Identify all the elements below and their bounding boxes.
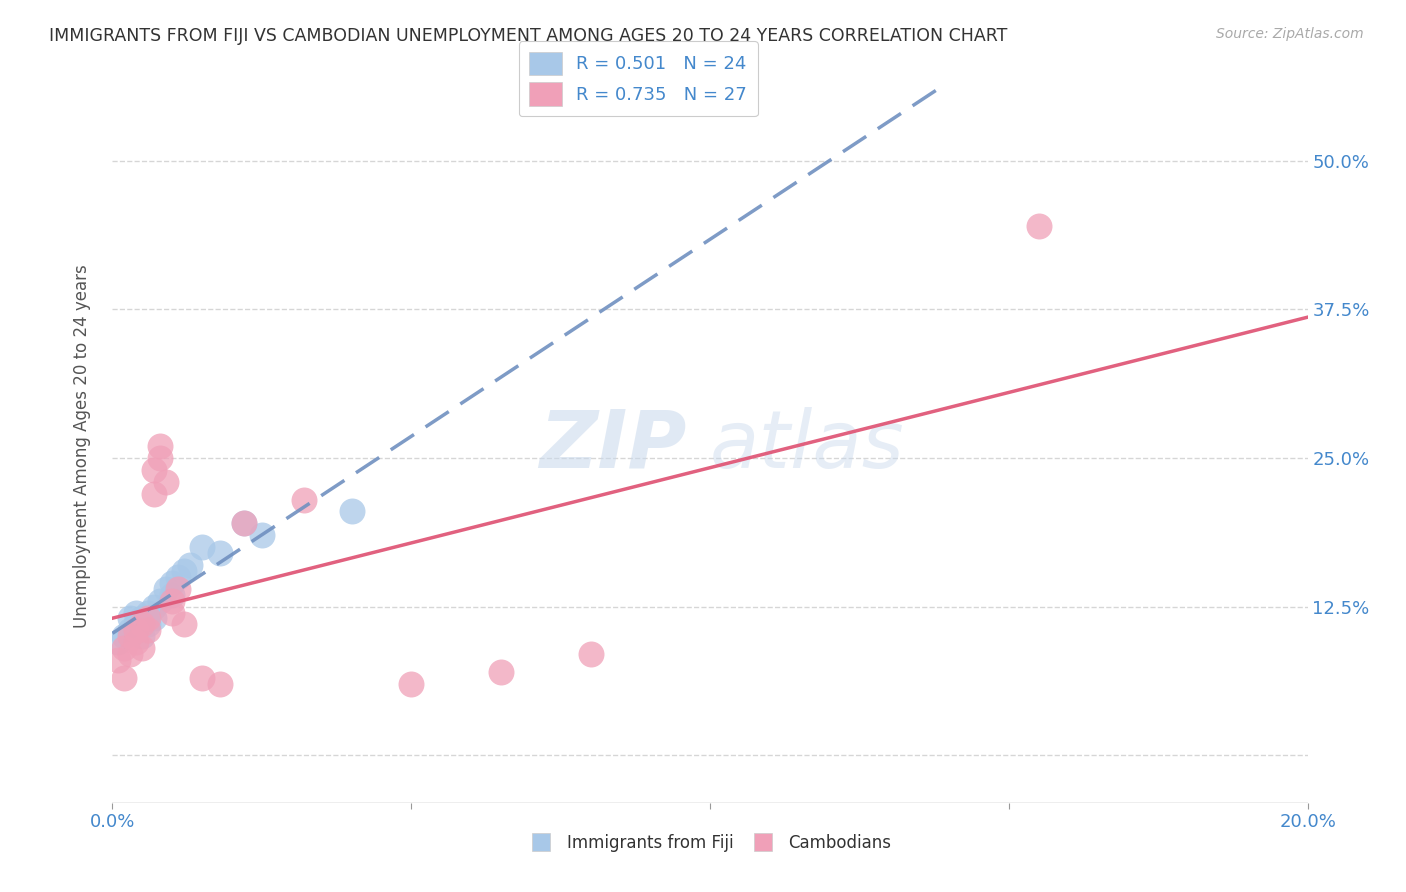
Point [340,504,363,518]
Point [579,647,602,661]
Point [131,641,153,656]
Point [143,463,166,477]
Point [191,540,214,554]
Point [155,582,177,596]
Point [162,588,183,602]
Point [209,546,232,560]
Point [162,593,183,607]
Point [143,599,166,614]
Point [401,677,423,691]
Point [125,617,148,632]
Point [107,653,129,667]
Text: Source: ZipAtlas.com: Source: ZipAtlas.com [1216,27,1364,41]
Point [125,606,148,620]
Point [149,439,172,453]
Point [143,486,166,500]
Point [120,624,142,638]
Text: atlas: atlas [710,407,905,485]
Point [167,570,190,584]
Point [149,593,172,607]
Point [173,617,195,632]
Y-axis label: Unemployment Among Ages 20 to 24 years: Unemployment Among Ages 20 to 24 years [73,264,91,628]
Point [292,492,315,507]
Point [167,582,190,596]
Point [114,629,135,643]
Point [125,624,148,638]
Point [138,611,160,625]
Point [149,450,172,465]
Point [114,671,135,685]
Point [143,611,166,625]
Point [107,635,129,649]
Point [131,629,153,643]
Point [1028,219,1050,233]
Point [120,647,142,661]
Point [138,624,160,638]
Point [114,641,135,656]
Text: ZIP: ZIP [538,407,686,485]
Legend: Immigrants from Fiji, Cambodians: Immigrants from Fiji, Cambodians [522,828,898,859]
Point [233,516,256,531]
Point [120,611,142,625]
Point [489,665,512,679]
Point [191,671,214,685]
Point [179,558,201,572]
Point [138,606,160,620]
Point [250,528,273,542]
Point [162,606,183,620]
Point [138,617,160,632]
Point [125,635,148,649]
Point [155,475,177,489]
Point [209,677,232,691]
Text: IMMIGRANTS FROM FIJI VS CAMBODIAN UNEMPLOYMENT AMONG AGES 20 TO 24 YEARS CORRELA: IMMIGRANTS FROM FIJI VS CAMBODIAN UNEMPL… [49,27,1008,45]
Point [131,611,153,625]
Point [131,617,153,632]
Point [173,564,195,578]
Point [233,516,256,531]
Point [162,575,183,590]
Point [120,629,142,643]
